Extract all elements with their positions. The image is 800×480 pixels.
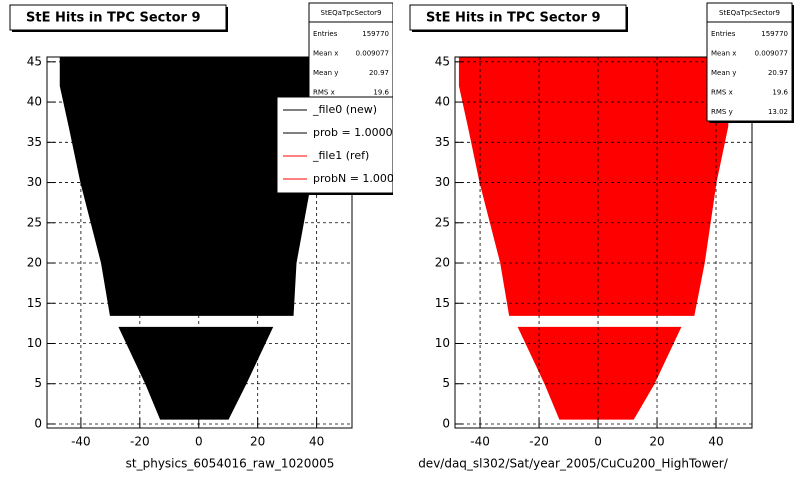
y-tick-label: 0	[34, 416, 42, 430]
y-tick-label: 30	[27, 175, 42, 189]
stats-name: StEQaTpcSector9	[321, 9, 382, 17]
stats-label: Entries	[711, 30, 736, 38]
x-axis-label: st_physics_6054016_raw_1020005	[126, 457, 335, 471]
x-tick-label: 20	[649, 435, 664, 449]
stats-value: 19.6	[373, 89, 389, 97]
y-tick-label: 20	[27, 256, 42, 270]
legend-label: _file1 (ref)	[312, 149, 369, 162]
axes-box	[46, 56, 353, 429]
x-tick-label: 0	[195, 435, 203, 449]
stats-box	[706, 2, 793, 122]
y-tick-label: 30	[435, 175, 450, 189]
y-tick-label: 10	[27, 336, 42, 350]
y-tick-label: 35	[435, 135, 450, 149]
panel: 0 5 10 15 20 25 30 35 40 45 -40 -20 0 20 40 dev/daq_sl3…	[409, 2, 794, 471]
title-box	[9, 4, 227, 31]
panel: 0 5 10 15 20 25 30 35 40 45 -40 -20 0 20 40 st_physics_…	[9, 2, 415, 471]
y-tick-label: 40	[435, 95, 450, 109]
stats-name: StEQaTpcSector9	[719, 9, 780, 17]
stats-label: Mean y	[313, 69, 338, 77]
y-tick-label: 15	[435, 296, 450, 310]
axes-box	[454, 56, 753, 429]
stats-label: Mean y	[711, 69, 736, 77]
stats-label: Mean x	[711, 50, 736, 58]
stats-value: 19.6	[772, 89, 788, 97]
stats-value: 159770	[761, 30, 788, 38]
y-tick-label: 40	[27, 95, 42, 109]
y-tick-label: 45	[27, 54, 42, 68]
y-tick-label: 25	[27, 215, 42, 229]
x-tick-label: -20	[130, 435, 150, 449]
y-tick-label: 15	[27, 296, 42, 310]
stats-label: Mean x	[313, 50, 338, 58]
stats-label: RMS x	[711, 89, 733, 97]
legend-label: _file0 (new)	[312, 103, 377, 116]
chart-title: StE Hits in TPC Sector 9	[426, 11, 601, 26]
y-tick-label: 45	[435, 54, 450, 68]
stats-value: 159770	[362, 30, 389, 38]
y-tick-label: 0	[442, 416, 450, 430]
y-tick-label: 35	[27, 135, 42, 149]
stats-value: 0.009077	[755, 50, 788, 58]
hit-region	[517, 326, 682, 420]
y-tick-label: 5	[442, 376, 450, 390]
stats-label: Entries	[313, 30, 338, 38]
y-tick-label: 5	[34, 376, 42, 390]
x-tick-label: 20	[250, 435, 265, 449]
stats-value: 0.009077	[356, 50, 389, 58]
title-box	[409, 4, 627, 31]
x-axis-label: dev/daq_sl302/Sat/year_2005/CuCu200_High…	[418, 457, 729, 471]
legend-label: probN = 1.000000	[313, 172, 415, 185]
stats-value: 13.02	[768, 108, 788, 116]
stats-value: 20.97	[369, 69, 389, 77]
legend-box	[276, 96, 393, 194]
stats-value: 20.97	[768, 69, 788, 77]
y-tick-label: 25	[435, 215, 450, 229]
chart-title: StE Hits in TPC Sector 9	[26, 11, 201, 26]
x-tick-label: -40	[470, 435, 490, 449]
stats-label: RMS y	[711, 108, 733, 116]
legend-label: prob = 1.000000	[313, 126, 407, 139]
x-tick-label: 0	[594, 435, 602, 449]
y-tick-label: 20	[435, 256, 450, 270]
x-tick-label: -20	[529, 435, 549, 449]
y-tick-label: 10	[435, 336, 450, 350]
x-tick-label: 40	[708, 435, 723, 449]
x-tick-label: 40	[309, 435, 324, 449]
stats-label: RMS x	[313, 89, 335, 97]
x-tick-label: -40	[71, 435, 91, 449]
